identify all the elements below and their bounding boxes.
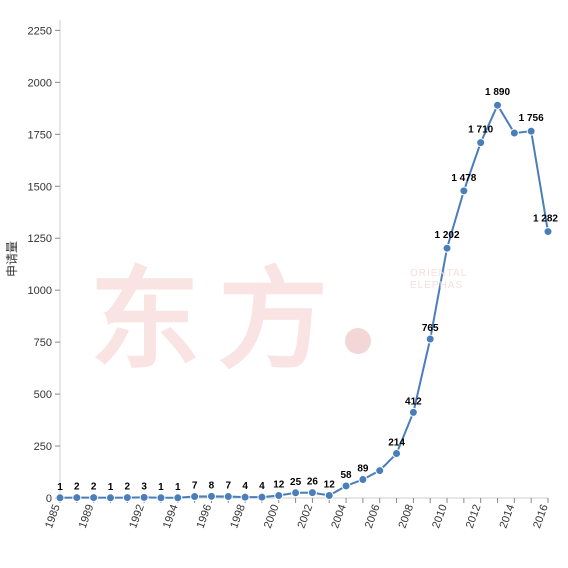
svg-text:500: 500 <box>34 389 52 401</box>
svg-text:26: 26 <box>307 477 319 488</box>
svg-text:58: 58 <box>341 470 353 481</box>
svg-text:765: 765 <box>422 323 439 334</box>
svg-text:2016: 2016 <box>531 503 551 530</box>
svg-text:1000: 1000 <box>28 285 52 297</box>
svg-text:750: 750 <box>34 337 52 349</box>
svg-text:1985: 1985 <box>43 503 63 530</box>
svg-text:250: 250 <box>34 441 52 453</box>
svg-text:2010: 2010 <box>430 503 450 530</box>
svg-text:7: 7 <box>192 481 198 492</box>
svg-text:2008: 2008 <box>397 503 417 530</box>
chart-svg: 0250500750100012501500175020002250198519… <box>0 0 568 568</box>
svg-text:8: 8 <box>209 480 215 491</box>
svg-text:412: 412 <box>405 396 422 407</box>
svg-text:2: 2 <box>125 482 131 493</box>
svg-text:1 756: 1 756 <box>519 113 544 124</box>
svg-text:申请量: 申请量 <box>5 241 19 277</box>
svg-text:1: 1 <box>175 482 181 493</box>
svg-text:1 478: 1 478 <box>451 173 476 184</box>
svg-text:2014: 2014 <box>498 503 518 530</box>
svg-text:1500: 1500 <box>28 181 52 193</box>
svg-text:7: 7 <box>225 481 231 492</box>
svg-text:1: 1 <box>158 482 164 493</box>
line-chart: 东方 ORIENTAL ELEPHAS 02505007501000125015… <box>0 0 568 568</box>
svg-text:2006: 2006 <box>363 503 383 530</box>
svg-text:3: 3 <box>141 481 147 492</box>
svg-text:1250: 1250 <box>28 233 52 245</box>
svg-text:2012: 2012 <box>464 503 484 530</box>
svg-text:12: 12 <box>273 480 285 491</box>
svg-text:12: 12 <box>324 480 336 491</box>
svg-text:1989: 1989 <box>77 503 97 530</box>
svg-text:1994: 1994 <box>161 503 181 530</box>
svg-text:2000: 2000 <box>28 77 52 89</box>
svg-text:2250: 2250 <box>28 25 52 37</box>
svg-text:1998: 1998 <box>228 503 248 530</box>
svg-text:2004: 2004 <box>329 503 349 530</box>
svg-text:1 202: 1 202 <box>435 230 460 241</box>
svg-text:4: 4 <box>242 481 248 492</box>
svg-text:1750: 1750 <box>28 129 52 141</box>
svg-text:1 282: 1 282 <box>533 214 558 225</box>
svg-text:1: 1 <box>108 482 114 493</box>
svg-text:4: 4 <box>259 481 265 492</box>
svg-text:1 890: 1 890 <box>485 87 510 98</box>
svg-text:2: 2 <box>74 482 80 493</box>
svg-text:89: 89 <box>357 464 369 475</box>
svg-text:1 710: 1 710 <box>468 125 493 136</box>
svg-text:2000: 2000 <box>262 503 282 530</box>
svg-text:1: 1 <box>57 482 63 493</box>
svg-text:1996: 1996 <box>195 503 215 530</box>
svg-text:2002: 2002 <box>296 503 316 530</box>
svg-text:25: 25 <box>290 477 302 488</box>
svg-text:1992: 1992 <box>127 503 147 530</box>
svg-text:214: 214 <box>388 438 405 449</box>
svg-text:2: 2 <box>91 482 97 493</box>
